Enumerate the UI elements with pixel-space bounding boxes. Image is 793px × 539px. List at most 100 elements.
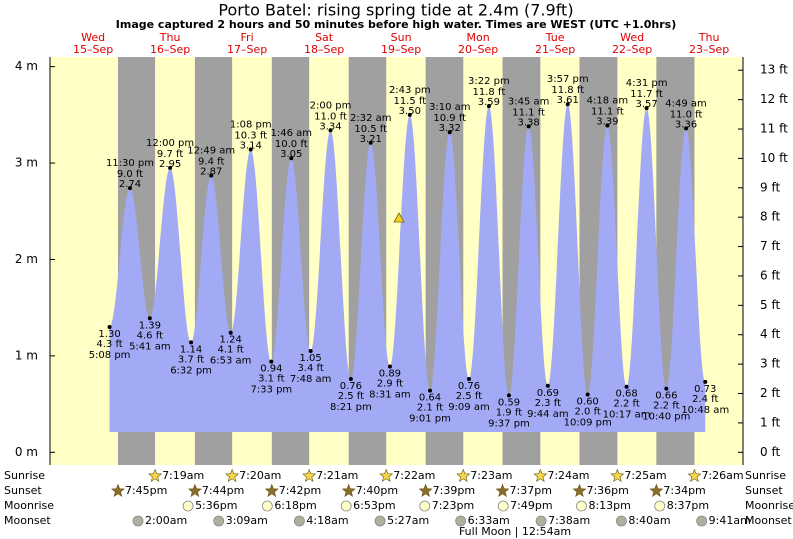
tide-height-ft-label: 10.0 ft: [275, 139, 308, 150]
tide-time-label: 9:37 pm: [488, 418, 530, 429]
tide-height-ft-label: 9.7 ft: [157, 149, 183, 160]
tide-point: [684, 126, 689, 131]
tide-height-m-label: 3.21: [360, 134, 382, 145]
tide-height-m-label: 0.59: [498, 397, 520, 408]
tide-time-label: 9:44 am: [527, 409, 569, 420]
row-label: Moonrise: [4, 499, 54, 512]
tide-height-m-label: 0.69: [537, 388, 559, 399]
sunset-icon: [264, 483, 279, 497]
row-time: 7:44pm: [202, 484, 244, 497]
row-time: 6:18pm: [274, 499, 316, 512]
moonrise-icon: [497, 500, 509, 512]
row-label: Sunset: [4, 484, 42, 497]
tide-height-m-label: 0.76: [340, 381, 362, 392]
chart-title: Porto Batel: rising spring tide at 2.4m …: [218, 1, 573, 20]
tide-height-m-label: 0.89: [379, 368, 401, 379]
moonset-icon: [374, 515, 386, 527]
day-name: Fri: [241, 31, 254, 44]
row-time: 7:19am: [162, 469, 204, 482]
tide-height-ft-label: 3.7 ft: [178, 354, 204, 365]
tide-time-label: 2:00 pm: [310, 100, 352, 111]
sunrise-icon: [687, 468, 702, 482]
tide-time-label: 3:22 pm: [468, 76, 510, 87]
sunset-icon: [187, 483, 202, 497]
tide-time-label: 10:48 am: [681, 405, 729, 416]
y2-tick-label: 9 ft: [760, 180, 780, 194]
row-time: 9:41am: [709, 514, 751, 527]
day-name: Wed: [81, 31, 105, 44]
tide-height-ft-label: 4.3 ft: [96, 339, 122, 350]
y2-tick-label: 7 ft: [760, 239, 780, 253]
sunset-icon: [572, 483, 587, 497]
tide-height-ft-label: 1.9 ft: [496, 407, 522, 418]
tide-height-m-label: 1.24: [220, 335, 242, 346]
row-time: 8:40am: [628, 514, 670, 527]
tide-height-ft-label: 9.0 ft: [117, 169, 143, 180]
tide-point: [127, 186, 132, 191]
tide-point: [466, 377, 471, 382]
tide-point: [585, 392, 590, 397]
sunrise-icon: [148, 468, 163, 482]
row-time: 6:33am: [468, 514, 510, 527]
moonset-icon: [535, 515, 547, 527]
tide-time-label: 1:46 am: [271, 128, 313, 139]
row-label: Moonset: [745, 514, 792, 527]
tide-time-label: 7:48 am: [290, 374, 332, 385]
day-date: 21–Sep: [535, 43, 575, 56]
y-tick-label: 2 m: [15, 252, 38, 266]
tide-time-label: 1:08 pm: [230, 120, 272, 131]
tide-time-label: 10:40 pm: [642, 412, 690, 423]
row-time: 2:00am: [145, 514, 187, 527]
tide-time-label: 12:49 am: [187, 146, 235, 157]
moonrise-icon: [182, 500, 194, 512]
day-date: 23–Sep: [689, 43, 729, 56]
row-time: 7:22am: [393, 469, 435, 482]
moonset-icon: [293, 515, 305, 527]
y-tick-label: 3 m: [15, 156, 38, 170]
tide-time-label: 4:49 am: [665, 98, 707, 109]
y2-tick-label: 2 ft: [760, 386, 780, 400]
row-time: 7:37pm: [510, 484, 552, 497]
tide-height-ft-label: 11.7 ft: [630, 89, 663, 100]
tide-height-m-label: 3.57: [635, 99, 657, 110]
moonset-icon: [132, 515, 144, 527]
sunrise-icon: [533, 468, 548, 482]
row-time: 7:39pm: [433, 484, 475, 497]
tide-height-m-label: 3.14: [240, 141, 262, 152]
tide-height-m-label: 2.95: [159, 159, 181, 170]
tide-time-label: 8:31 am: [369, 389, 411, 400]
day-date: 20–Sep: [458, 43, 498, 56]
tide-height-ft-label: 4.6 ft: [137, 330, 163, 341]
tide-time-label: 11:30 pm: [106, 158, 154, 169]
sunset-icon: [495, 483, 510, 497]
tide-height-ft-label: 2.4 ft: [692, 394, 718, 405]
tide-time-label: 3:57 pm: [547, 74, 589, 85]
tide-time-label: 6:32 pm: [170, 365, 212, 376]
tide-point: [147, 316, 152, 321]
tide-point: [308, 349, 313, 354]
row-time: 7:49pm: [510, 499, 552, 512]
tide-time-label: 2:32 am: [350, 113, 392, 124]
tide-point: [348, 377, 353, 382]
row-time: 6:53pm: [353, 499, 395, 512]
tide-time-label: 9:01 pm: [409, 414, 451, 425]
tide-height-m-label: 1.39: [139, 320, 161, 331]
tide-height-ft-label: 4.1 ft: [218, 345, 244, 356]
day-name: Tue: [545, 31, 565, 44]
tide-height-ft-label: 11.1 ft: [591, 106, 624, 117]
tide-point: [328, 128, 333, 133]
now-icon: [393, 212, 405, 223]
moonrise-icon: [419, 500, 431, 512]
y2-tick-label: 6 ft: [760, 268, 780, 282]
tide-height-ft-label: 3.4 ft: [297, 363, 323, 374]
tide-height-ft-label: 9.4 ft: [198, 157, 224, 168]
tide-time-label: 5:41 am: [129, 341, 171, 352]
tide-height-ft-label: 2.1 ft: [417, 403, 443, 414]
tide-point: [526, 124, 531, 129]
day-name: Thu: [698, 31, 720, 44]
row-label: Sunrise: [745, 469, 786, 482]
tide-point: [565, 102, 570, 107]
tide-time-label: 4:18 am: [587, 95, 629, 106]
tide-height-m-label: 1.30: [98, 329, 120, 340]
